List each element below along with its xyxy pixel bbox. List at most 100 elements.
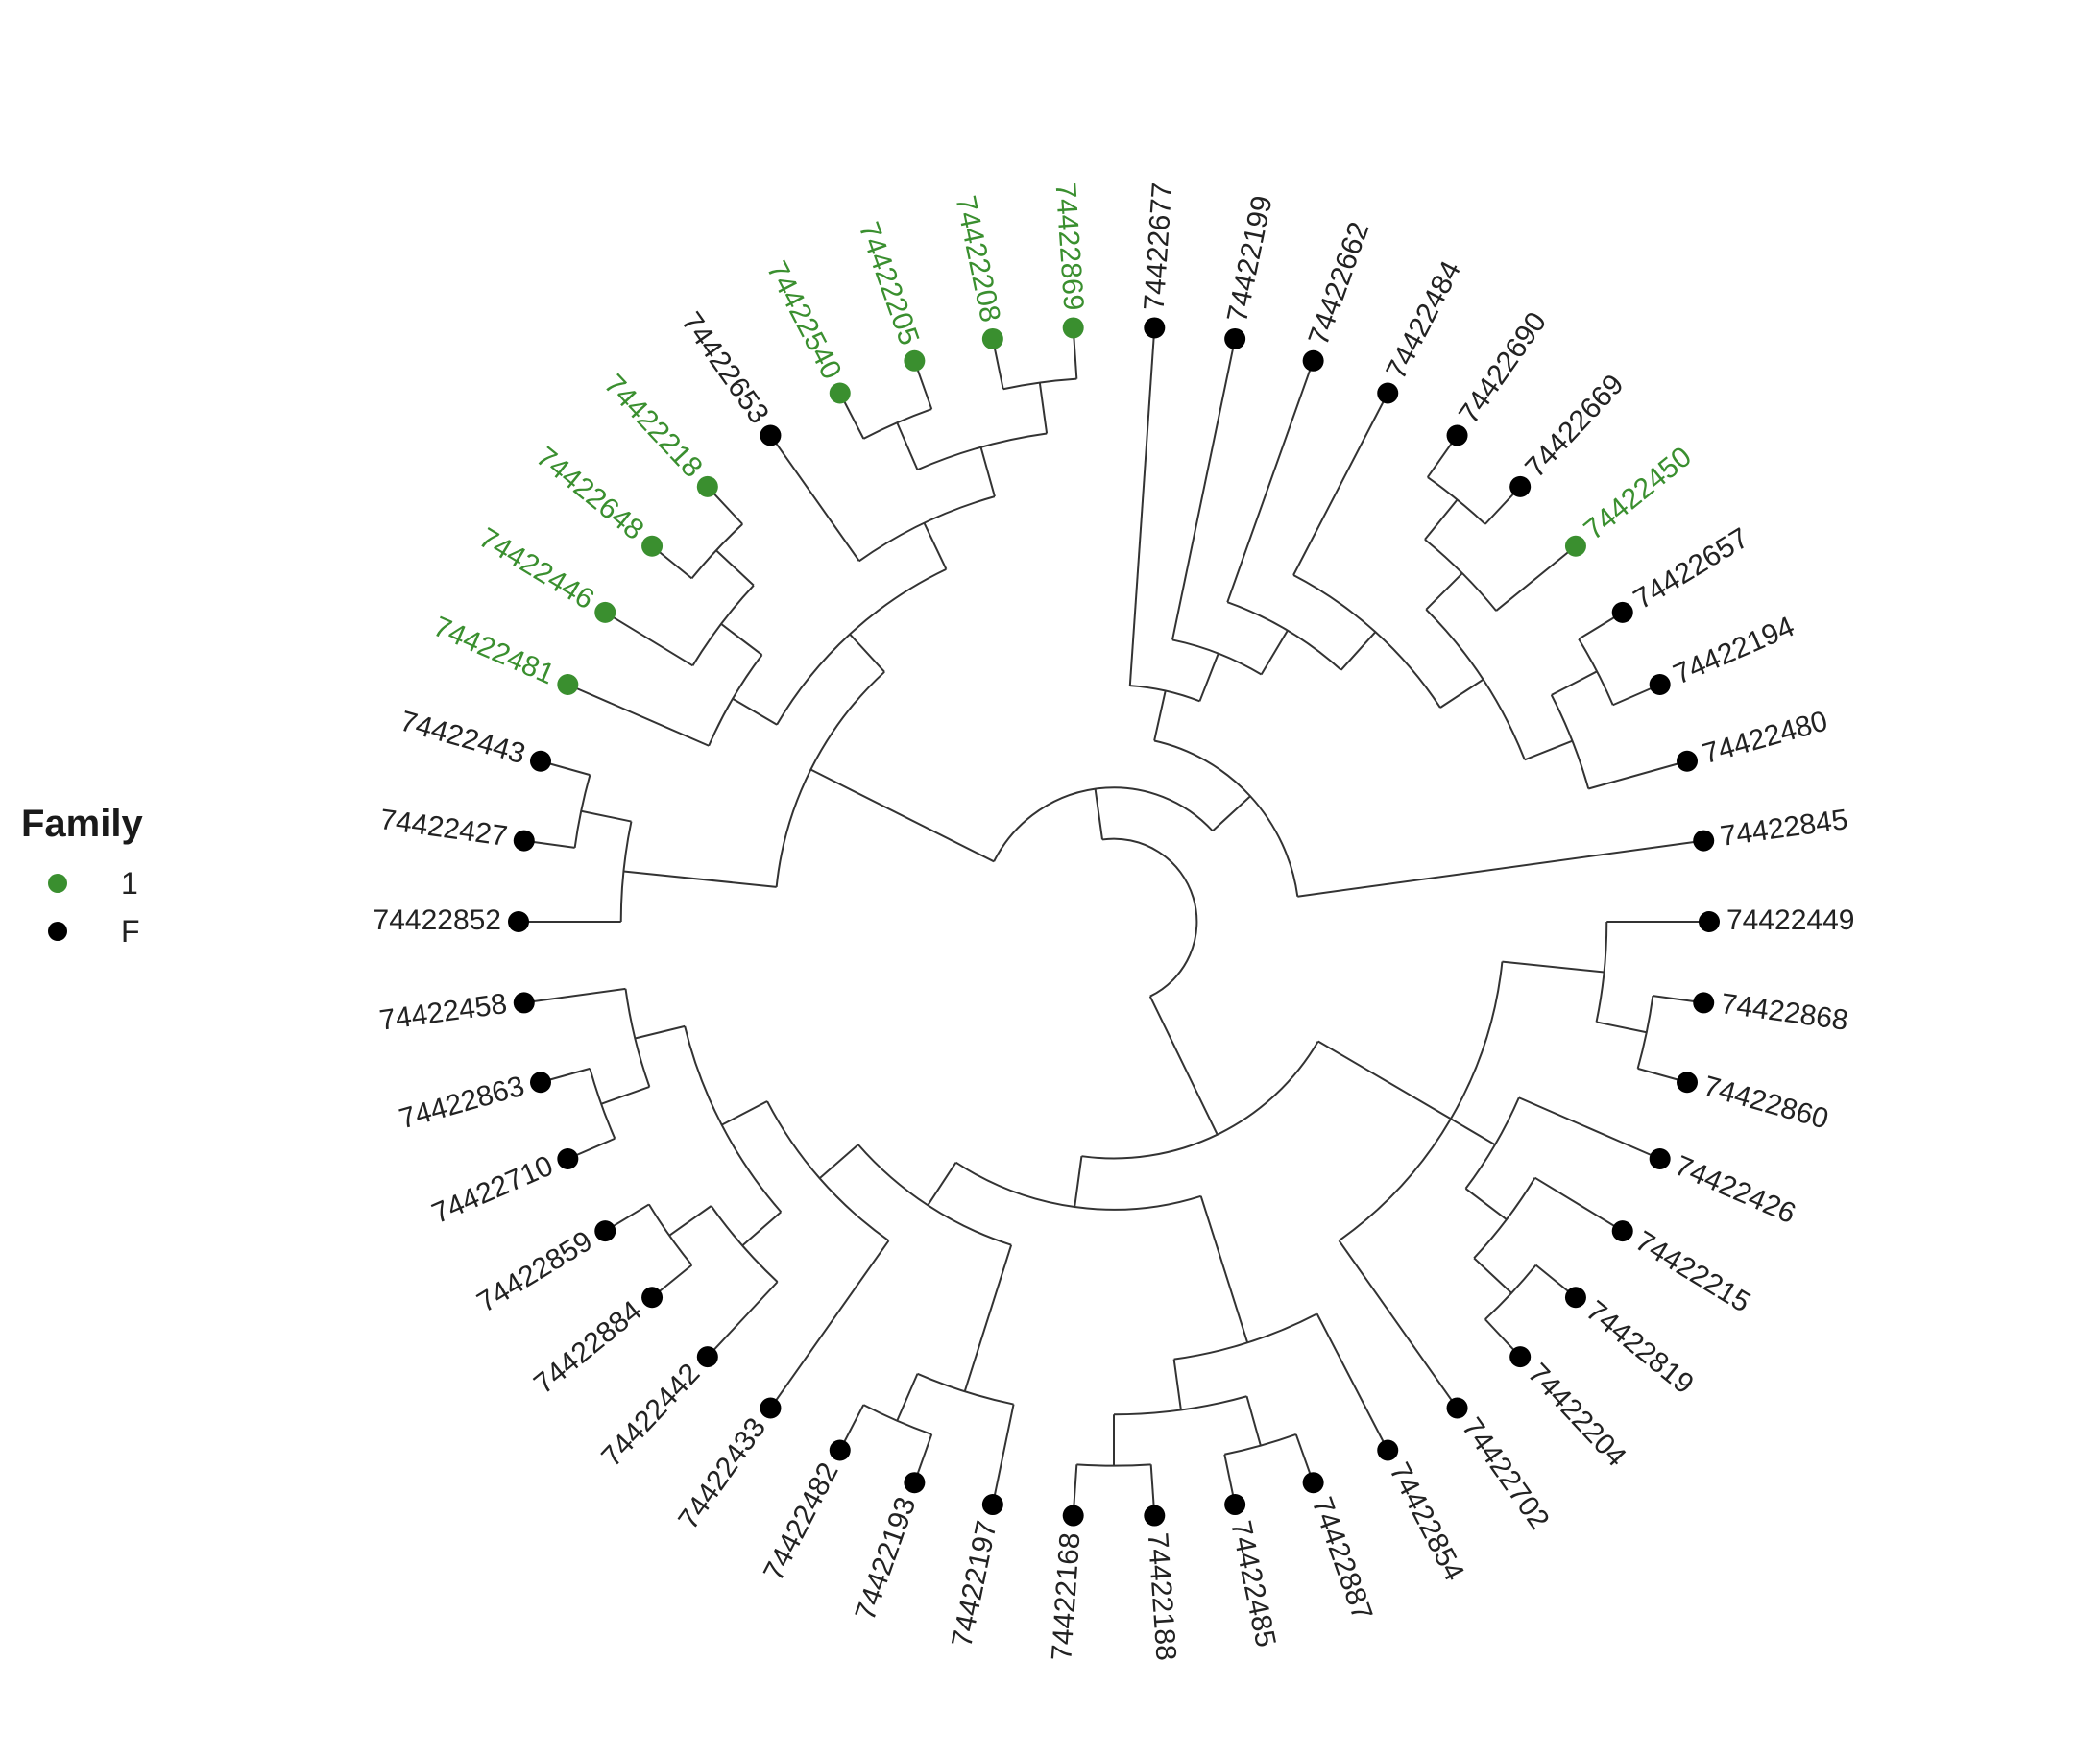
tip-label: 74422845 bbox=[1719, 804, 1850, 853]
tree-branch bbox=[1464, 1188, 1508, 1220]
tip-label: 74422443 bbox=[397, 705, 528, 770]
tree-branch bbox=[1596, 1021, 1647, 1034]
tip-label: 74422677 bbox=[1139, 181, 1179, 311]
tip-label: 74422218 bbox=[598, 369, 709, 484]
tip-point bbox=[1611, 1220, 1633, 1242]
tip-point bbox=[594, 601, 616, 623]
tip-label: 74422194 bbox=[1669, 611, 1799, 690]
legend-item-f: F bbox=[21, 907, 213, 955]
tip-label: 74422168 bbox=[1046, 1531, 1086, 1661]
tip-label: 74422540 bbox=[760, 256, 848, 385]
tree-branch bbox=[896, 1373, 919, 1422]
tip-label: 74422819 bbox=[1580, 1295, 1699, 1401]
tree-branch bbox=[1551, 670, 1598, 696]
tree-branch bbox=[1038, 382, 1049, 434]
tip-label: 74422188 bbox=[1142, 1531, 1182, 1661]
tree-branch bbox=[927, 1162, 957, 1206]
tip-label: 74422205 bbox=[853, 218, 926, 349]
tree-branch bbox=[769, 1240, 890, 1409]
legend-label-1: 1 bbox=[121, 865, 138, 901]
tip-label: 74422481 bbox=[428, 611, 559, 690]
tip-label: 74422442 bbox=[595, 1358, 706, 1473]
tip-label: 74422669 bbox=[1519, 369, 1629, 484]
tip-point bbox=[1062, 1505, 1084, 1527]
tip-label: 74422653 bbox=[675, 306, 775, 429]
tip-point bbox=[1699, 911, 1720, 932]
legend-dot-1 bbox=[48, 874, 67, 893]
tip-point bbox=[641, 535, 664, 557]
tip-label: 74422657 bbox=[1629, 522, 1754, 616]
tree-arc bbox=[624, 988, 651, 1088]
tree-arc bbox=[1226, 601, 1342, 671]
tree-arc bbox=[776, 567, 947, 726]
tip-point bbox=[1224, 327, 1246, 349]
tree-branch bbox=[523, 987, 626, 1004]
tip-label: 74422204 bbox=[1522, 1358, 1632, 1473]
tree-branch bbox=[769, 434, 860, 562]
tip-label: 74422480 bbox=[1699, 705, 1830, 770]
tip-point bbox=[1302, 1472, 1324, 1494]
tree-arc bbox=[1550, 694, 1590, 789]
tip-point bbox=[1509, 1346, 1532, 1368]
tip-label: 74422193 bbox=[850, 1493, 923, 1625]
tree-arc bbox=[1171, 638, 1263, 676]
tip-label: 74422199 bbox=[1221, 193, 1278, 325]
tip-point bbox=[508, 911, 529, 932]
tree-branch bbox=[1439, 678, 1484, 709]
tip-point bbox=[696, 475, 718, 497]
tree-branch bbox=[1534, 1176, 1624, 1232]
tip-label: 74422449 bbox=[1726, 904, 1854, 936]
tip-label: 74422859 bbox=[471, 1225, 597, 1319]
tip-point bbox=[557, 1148, 579, 1170]
tip-point bbox=[1677, 1072, 1699, 1094]
tree-branch bbox=[668, 1205, 712, 1237]
tip-label: 74422884 bbox=[528, 1295, 647, 1401]
tree-branch bbox=[1172, 1359, 1182, 1410]
tree-arc bbox=[1101, 837, 1198, 998]
tree-branch bbox=[567, 684, 710, 747]
tree-arc bbox=[573, 774, 591, 848]
tip-label: 74422690 bbox=[1453, 306, 1553, 429]
tip-label: 74422215 bbox=[1629, 1225, 1755, 1319]
tree-arc bbox=[862, 1404, 932, 1435]
tip-point bbox=[904, 1472, 926, 1494]
tree-branch bbox=[1074, 1156, 1083, 1208]
tree-branch bbox=[809, 768, 995, 863]
tree-branch bbox=[818, 1144, 859, 1179]
tip-point bbox=[1144, 317, 1166, 339]
tree-branch bbox=[581, 809, 632, 823]
tree-branch bbox=[1495, 544, 1577, 612]
tip-point bbox=[1649, 1148, 1671, 1170]
tree-arc bbox=[955, 1161, 1202, 1211]
tree-branch bbox=[1148, 996, 1219, 1136]
tip-point bbox=[981, 327, 1003, 349]
tree-branch bbox=[1171, 338, 1237, 640]
tip-label: 74422450 bbox=[1578, 441, 1697, 546]
tip-label: 74422852 bbox=[374, 904, 501, 936]
tree-branch bbox=[1473, 1257, 1512, 1294]
tip-label: 74422482 bbox=[758, 1457, 845, 1586]
tree-branch bbox=[721, 1100, 768, 1126]
tree-branch bbox=[849, 633, 885, 673]
tree-arc bbox=[1464, 1096, 1520, 1190]
tree-arc bbox=[858, 495, 996, 563]
tip-point bbox=[904, 349, 926, 372]
tip-point bbox=[557, 673, 579, 695]
legend-title: Family bbox=[21, 803, 143, 845]
tree-branch bbox=[1340, 631, 1377, 671]
tree-arc bbox=[1081, 1040, 1319, 1160]
tip-label: 74422863 bbox=[396, 1071, 527, 1136]
tree-branch bbox=[979, 446, 996, 497]
tree-branch bbox=[1524, 739, 1573, 761]
tree-branch bbox=[1316, 1312, 1389, 1451]
tip-label: 74422710 bbox=[427, 1150, 558, 1230]
tree-branch bbox=[715, 549, 755, 587]
tree-branch bbox=[1317, 1040, 1452, 1120]
tree-arc bbox=[1424, 539, 1497, 612]
tree-arc bbox=[766, 1100, 890, 1241]
tree-branch bbox=[732, 697, 778, 726]
tip-label: 74422484 bbox=[1380, 256, 1467, 385]
tip-label: 74422426 bbox=[1670, 1150, 1800, 1230]
tip-point bbox=[1677, 750, 1699, 772]
